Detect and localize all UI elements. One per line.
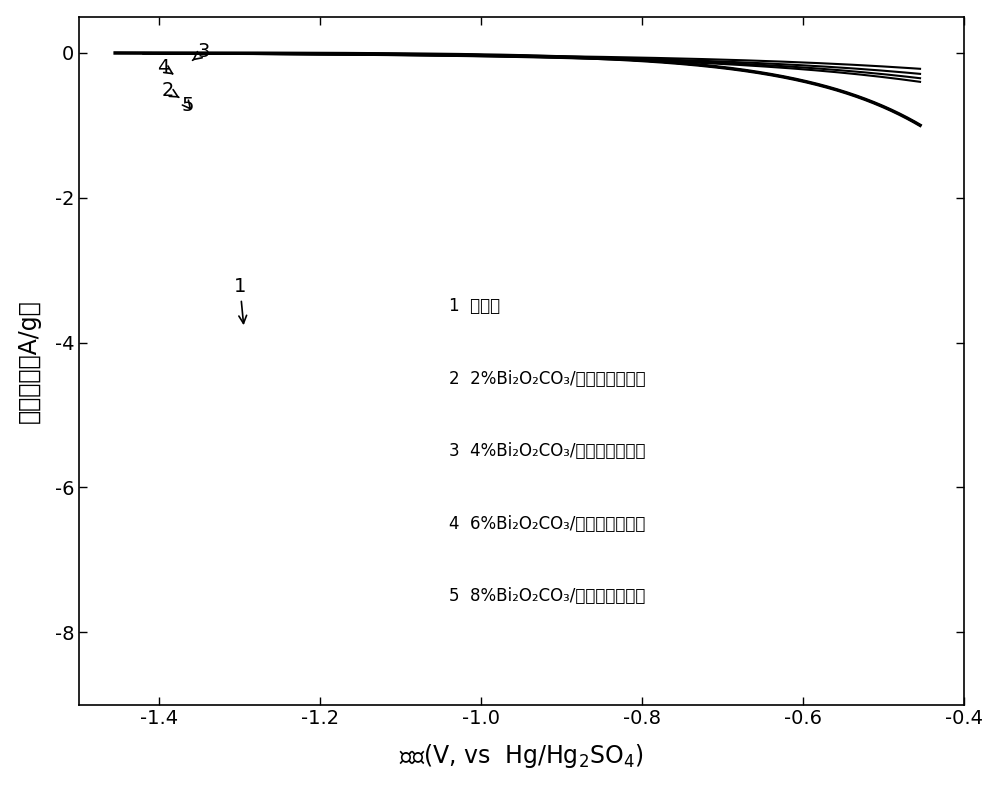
- Text: 5  8%Bi₂O₂CO₃/活性炭复合材料: 5 8%Bi₂O₂CO₃/活性炭复合材料: [449, 587, 646, 605]
- Text: 1  活性炭: 1 活性炭: [449, 297, 500, 316]
- Text: 3  4%Bi₂O₂CO₃/活性炭复合材料: 3 4%Bi₂O₂CO₃/活性炭复合材料: [449, 442, 646, 460]
- Text: 5: 5: [181, 96, 194, 115]
- Text: 2  2%Bi₂O₂CO₃/活性炭复合材料: 2 2%Bi₂O₂CO₃/活性炭复合材料: [449, 370, 646, 388]
- Text: 4  6%Bi₂O₂CO₃/活性炭复合材料: 4 6%Bi₂O₂CO₃/活性炭复合材料: [449, 515, 646, 533]
- Text: 1: 1: [234, 277, 247, 323]
- Text: 3: 3: [193, 42, 210, 61]
- X-axis label: 电位(V, vs  Hg/Hg$_2$SO$_4$): 电位(V, vs Hg/Hg$_2$SO$_4$): [399, 742, 644, 770]
- Y-axis label: 电流密度（A/g）: 电流密度（A/g）: [17, 299, 41, 423]
- Text: 4: 4: [157, 58, 173, 77]
- Text: 2: 2: [161, 81, 179, 100]
